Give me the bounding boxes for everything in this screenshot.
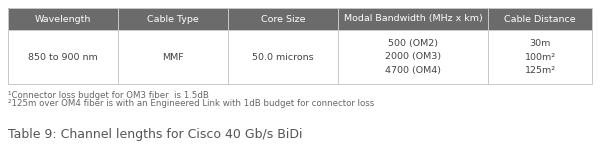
Text: Cable Distance: Cable Distance: [504, 15, 576, 24]
Bar: [8, 8, 592, 84]
Text: Cable Type: Cable Type: [147, 15, 199, 24]
Text: 125m²: 125m²: [524, 66, 556, 75]
Text: Wavelength: Wavelength: [35, 15, 91, 24]
Text: MMF: MMF: [162, 52, 184, 61]
Text: 500 (OM2): 500 (OM2): [388, 39, 438, 48]
Text: 2000 (OM3): 2000 (OM3): [385, 52, 441, 61]
Text: 850 to 900 nm: 850 to 900 nm: [28, 52, 98, 61]
Text: Table 9: Channel lengths for Cisco 40 Gb/s BiDi: Table 9: Channel lengths for Cisco 40 Gb…: [8, 128, 302, 141]
Text: ²125m over OM4 fiber is with an Engineered Link with 1dB budget for connector lo: ²125m over OM4 fiber is with an Engineer…: [8, 99, 374, 108]
Bar: [8, 30, 592, 84]
Text: 50.0 microns: 50.0 microns: [252, 52, 314, 61]
Text: 30m: 30m: [529, 39, 551, 48]
Text: 100m²: 100m²: [524, 52, 556, 61]
Text: Core Size: Core Size: [261, 15, 305, 24]
Text: ¹Connector loss budget for OM3 fiber  is 1.5dB: ¹Connector loss budget for OM3 fiber is …: [8, 91, 209, 100]
Text: Modal Bandwidth (MHz x km): Modal Bandwidth (MHz x km): [344, 15, 482, 24]
Text: 4700 (OM4): 4700 (OM4): [385, 66, 441, 75]
Bar: [8, 8, 592, 30]
